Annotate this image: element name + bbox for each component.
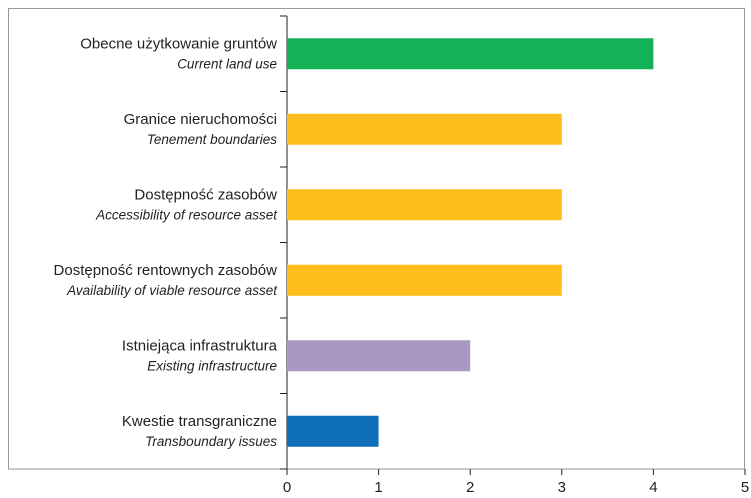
x-tick-label: 0 <box>283 479 291 496</box>
x-tick-label: 2 <box>466 479 474 496</box>
category-label: Granice nieruchomości <box>124 111 277 128</box>
x-tick-label: 1 <box>374 479 382 496</box>
category-label: Istniejąca infrastruktura <box>122 338 278 355</box>
category-label: Dostępność zasobów <box>134 187 277 204</box>
bar <box>287 264 562 296</box>
category-sublabel: Accessibility of resource asset <box>95 207 278 222</box>
category-label: Dostępność rentownych zasobów <box>54 262 278 279</box>
frame <box>8 8 745 470</box>
category-sublabel: Existing infrastructure <box>147 358 277 373</box>
category-sublabel: Current land use <box>177 56 277 71</box>
category-sublabel: Availability of viable resource asset <box>66 283 278 298</box>
x-tick-label: 3 <box>558 479 566 496</box>
bar <box>287 340 471 372</box>
bar <box>287 113 562 145</box>
x-tick-label: 4 <box>649 479 657 496</box>
category-sublabel: Tenement boundaries <box>147 132 277 147</box>
x-tick-label: 5 <box>741 479 749 496</box>
category-sublabel: Transboundary issues <box>145 434 277 449</box>
category-label: Obecne użytkowanie gruntów <box>80 36 277 53</box>
bar <box>287 415 379 447</box>
bar <box>287 189 562 221</box>
bar <box>287 38 654 70</box>
category-label: Kwestie transgraniczne <box>122 413 277 430</box>
